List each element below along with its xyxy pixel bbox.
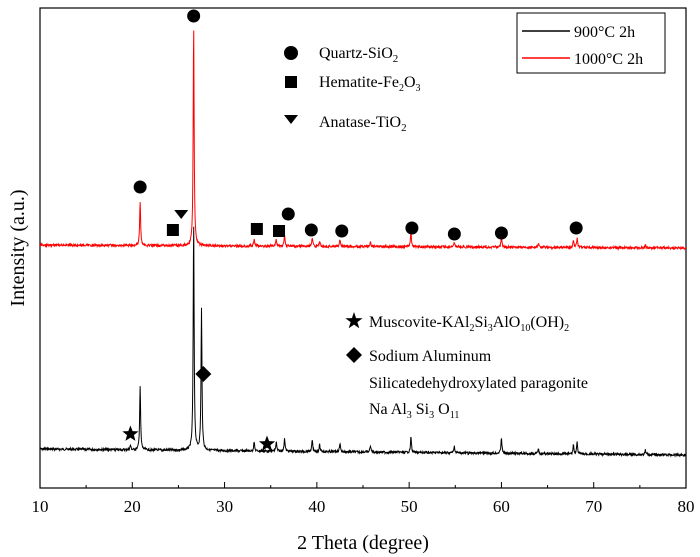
square-peak-marker (250, 223, 263, 235)
hematite-key-label: Hematite-Fe2O3 (319, 74, 421, 94)
triangle-down-peak-marker (174, 210, 189, 219)
circle-peak-marker (447, 227, 461, 241)
x-tick-label: 40 (308, 497, 325, 516)
circle-peak-marker (569, 221, 583, 235)
x-tick-label: 50 (401, 497, 418, 516)
paragonite-key-label-1: Sodium Aluminum (369, 348, 492, 365)
x-axis: 10 20 30 40 50 60 70 80 (32, 482, 695, 516)
muscovite-key-label: Muscovite-KAl2Si3AlO10(OH)2 (369, 314, 569, 334)
diamond-peak-marker (195, 366, 212, 382)
x-tick-label: 20 (124, 497, 141, 516)
paragonite-key-icon (346, 347, 362, 363)
y-axis-title: Intensity (a.u.) (7, 189, 29, 306)
circle-peak-marker (304, 223, 318, 237)
x-tick-label: 60 (493, 497, 510, 516)
x-axis-title: 2 Theta (degree) (297, 532, 429, 554)
anatase-key-icon (284, 115, 298, 124)
phase-key-bottom: Muscovite-KAl2Si3AlO10(OH)2 Sodium Alumi… (345, 312, 588, 421)
x-tick-label: 80 (678, 497, 695, 516)
quartz-key-label: Quartz-SiO2 (319, 45, 398, 65)
circle-peak-marker (133, 180, 147, 194)
legend: 900°C 2h 1000°C 2h (516, 12, 666, 74)
star-peak-marker (122, 425, 139, 441)
series-line-900 (39, 226, 687, 458)
square-peak-marker (273, 225, 286, 237)
phase-key-top: Quartz-SiO2 Hematite-Fe2O3 Anatase-TiO2 (284, 45, 421, 134)
x-tick-label: 30 (216, 497, 233, 516)
circle-peak-marker (187, 9, 201, 23)
circle-peak-marker (281, 207, 295, 221)
anatase-key-label: Anatase-TiO2 (319, 114, 407, 134)
star-peak-marker (258, 435, 276, 451)
hematite-key-icon (285, 76, 297, 88)
muscovite-key-icon (345, 312, 363, 329)
series-layer (39, 30, 687, 458)
marker-layer (122, 9, 583, 451)
x-tick-label: 70 (585, 497, 602, 516)
quartz-key-icon (284, 46, 298, 60)
series-line-1000 (39, 30, 687, 251)
paragonite-key-label-2: Silicatedehydroxylated paragonite (369, 375, 588, 392)
x-tick-label: 10 (32, 497, 49, 516)
legend-label-1000: 1000°C 2h (574, 51, 643, 68)
circle-peak-marker (335, 224, 349, 238)
paragonite-key-label-3: Na Al3 Si3 O11 (369, 401, 459, 421)
circle-peak-marker (494, 226, 508, 240)
circle-peak-marker (405, 221, 419, 235)
square-peak-marker (166, 224, 179, 236)
legend-box (516, 12, 666, 74)
legend-label-900: 900°C 2h (574, 24, 635, 41)
